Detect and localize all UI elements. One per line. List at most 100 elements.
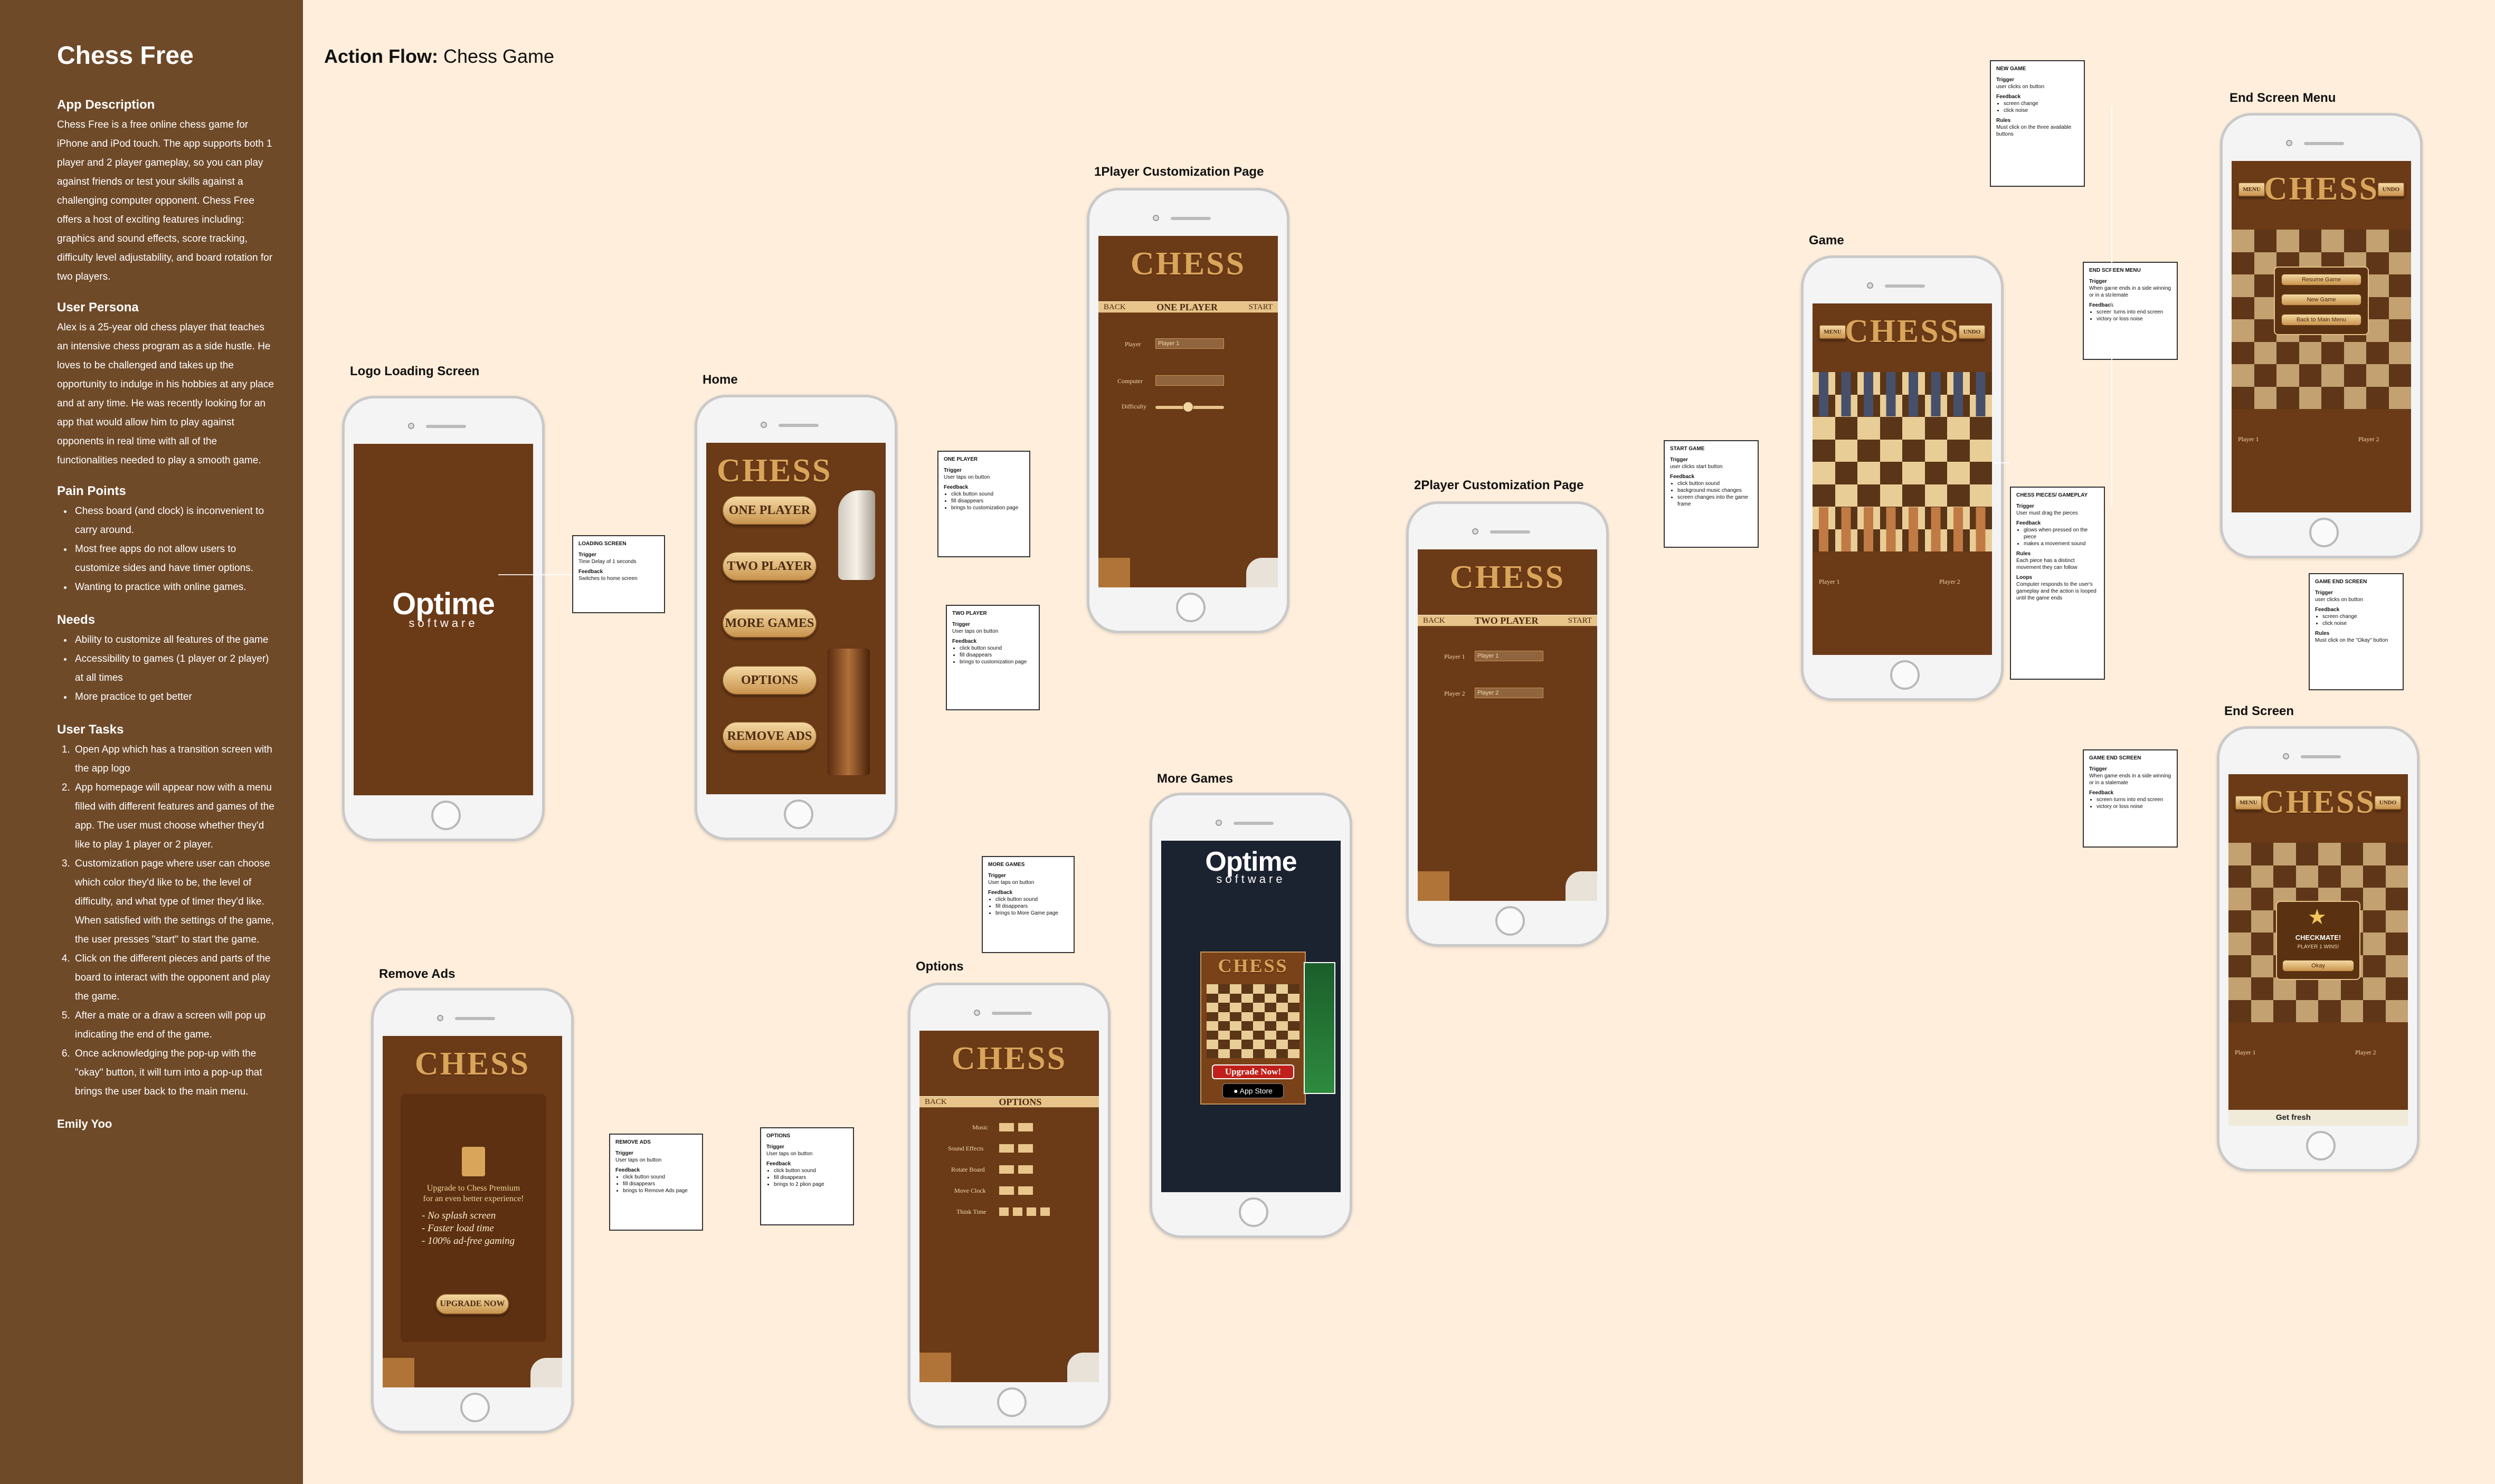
solitaire-card-icon — [1304, 962, 1335, 1094]
rook-piece-icon — [828, 649, 870, 775]
sound-on-toggle[interactable] — [999, 1144, 1014, 1153]
pawn-piece-icon — [383, 1358, 414, 1387]
start-button[interactable]: START — [1248, 302, 1273, 311]
player2-field[interactable]: Player 2 — [1475, 688, 1543, 698]
screen-label-logo: Logo Loading Screen — [350, 364, 480, 378]
connector-line — [498, 574, 572, 575]
computer-field[interactable] — [1155, 375, 1224, 386]
list-item: Once acknowledging the pop-up with the "… — [73, 1044, 277, 1101]
list-item: App homepage will appear now with a menu… — [73, 778, 277, 854]
white-pieces-row[interactable] — [1813, 507, 1992, 551]
screen-1player: CHESS BACK ONE PLAYER START Player Playe… — [1098, 236, 1278, 587]
note-game-end-okay: GAME END SCREEN Trigger user clicks on b… — [2309, 573, 2404, 690]
winner-text: PLAYER 1 WINS! — [2297, 944, 2339, 950]
phone-2player: CHESS BACK TWO PLAYER START Player 1 Pla… — [1406, 501, 1609, 947]
home-button[interactable] — [431, 801, 461, 830]
difficulty-label: Difficulty — [1122, 403, 1147, 410]
clock-on-toggle[interactable] — [999, 1186, 1014, 1195]
phone-logo-loading: Optime software — [342, 396, 545, 841]
music-on-toggle[interactable] — [999, 1122, 1014, 1132]
think-time-option[interactable] — [1040, 1207, 1050, 1216]
clock-off-toggle[interactable] — [1018, 1186, 1033, 1195]
premium-bullet: - No splash screen — [422, 1210, 496, 1221]
app-title: Chess Free — [57, 42, 194, 70]
phone-end-menu: CHESS MENU UNDO Resume Game New Game Bac… — [2220, 113, 2423, 558]
home-button[interactable] — [1239, 1197, 1268, 1227]
think-time-option[interactable] — [1026, 1207, 1037, 1216]
home-button[interactable] — [2309, 518, 2339, 547]
note-one-player: ONE PLAYER Trigger User taps on button F… — [937, 451, 1030, 557]
rotate-board-label: Rotate Board — [951, 1166, 985, 1173]
home-button[interactable] — [1176, 593, 1206, 622]
menu-button[interactable]: MENU — [1819, 325, 1846, 339]
player2-label: Player 2 — [1444, 690, 1465, 697]
computer-label: Computer — [1117, 377, 1143, 385]
back-main-menu-button[interactable]: Back to Main Menu — [2281, 314, 2361, 326]
back-button[interactable]: BACK — [1423, 616, 1445, 625]
phone-end-screen: CHESS MENU UNDO ★ CHECKMATE! PLAYER 1 WI… — [2217, 726, 2420, 1172]
note-remove-ads: REMOVE ADS Trigger User taps on button F… — [609, 1134, 703, 1231]
undo-button[interactable]: UNDO — [2374, 795, 2402, 810]
star-icon: ★ — [2308, 906, 2327, 929]
undo-button[interactable]: UNDO — [2377, 182, 2405, 197]
premium-bullet: - Faster load time — [422, 1223, 494, 1234]
screen-label-p1: 1Player Customization Page — [1094, 165, 1264, 179]
sidebar: Chess Free App Description Chess Free is… — [0, 0, 303, 1484]
home-button[interactable] — [784, 800, 813, 829]
author: Emily Yoo — [57, 1117, 112, 1130]
top-bar: BACK OPTIONS — [919, 1096, 1099, 1108]
sound-effects-label: Sound Effects — [948, 1145, 984, 1152]
rotate-on-toggle[interactable] — [999, 1165, 1014, 1174]
bar-title: OPTIONS — [999, 1096, 1042, 1107]
chess-premium-ad[interactable]: CHESS Upgrade Now! ● App Store — [1200, 952, 1306, 1105]
player-field[interactable]: Player 1 — [1155, 338, 1224, 349]
home-button[interactable] — [2306, 1131, 2336, 1160]
two-player-button[interactable]: TWO PLAYER — [722, 551, 817, 581]
connector-line — [1993, 462, 2010, 463]
ad-banner[interactable]: Get fresh — [2228, 1110, 2408, 1126]
app-store-badge[interactable]: ● App Store — [1222, 1083, 1284, 1098]
chess-logo: CHESS — [414, 1046, 530, 1082]
chess-board — [2232, 230, 2411, 409]
one-player-button[interactable]: ONE PLAYER — [722, 496, 817, 525]
phone-options: CHESS BACK OPTIONS Music Sound Effects R… — [908, 983, 1111, 1428]
player2-label: Player 2 — [2355, 1049, 2376, 1056]
upgrade-now-button[interactable]: Upgrade Now! — [1212, 1064, 1294, 1079]
bar-title: TWO PLAYER — [1474, 615, 1539, 626]
menu-button[interactable]: MENU — [2238, 182, 2265, 197]
options-button[interactable]: OPTIONS — [722, 665, 817, 695]
back-button[interactable]: BACK — [1104, 302, 1126, 311]
tasks-heading: User Tasks — [57, 722, 124, 737]
chess-logo: CHESS — [951, 1041, 1067, 1077]
sound-off-toggle[interactable] — [1018, 1144, 1033, 1153]
think-time-option[interactable] — [999, 1207, 1009, 1216]
more-games-button[interactable]: MORE GAMES — [722, 608, 817, 638]
undo-button[interactable]: UNDO — [1958, 325, 1986, 339]
list-item: Click on the different pieces and parts … — [73, 949, 277, 1006]
start-button[interactable]: START — [1568, 616, 1592, 625]
menu-button[interactable]: MENU — [2235, 795, 2262, 810]
home-button[interactable] — [1495, 906, 1525, 936]
resume-game-button[interactable]: Resume Game — [2281, 274, 2361, 286]
home-button[interactable] — [1890, 660, 1920, 690]
back-button[interactable]: BACK — [925, 1097, 947, 1106]
knight-piece-icon — [1246, 558, 1278, 587]
think-time-option[interactable] — [1012, 1207, 1023, 1216]
home-button[interactable] — [460, 1393, 490, 1422]
screen-label-options: Options — [916, 959, 964, 974]
remove-ads-button[interactable]: REMOVE ADS — [722, 721, 817, 751]
note-new-game: NEW GAME Trigger user clicks on button F… — [1990, 60, 2085, 187]
upgrade-now-button[interactable]: UPGRADE NOW — [435, 1293, 509, 1315]
new-game-button[interactable]: New Game — [2281, 294, 2361, 306]
okay-button[interactable]: Okay — [2282, 960, 2354, 972]
player1-field[interactable]: Player 1 — [1475, 651, 1543, 661]
player1-label: Player 1 — [1444, 653, 1465, 660]
screen-end: CHESS MENU UNDO ★ CHECKMATE! PLAYER 1 WI… — [2228, 774, 2408, 1126]
home-button[interactable] — [997, 1387, 1027, 1417]
screen-end-menu: CHESS MENU UNDO Resume Game New Game Bac… — [2232, 161, 2411, 512]
rotate-off-toggle[interactable] — [1018, 1165, 1033, 1174]
phone-1player: CHESS BACK ONE PLAYER START Player Playe… — [1087, 188, 1289, 633]
black-pieces-row[interactable] — [1813, 372, 1992, 416]
slider-handle[interactable] — [1183, 402, 1193, 412]
music-off-toggle[interactable] — [1018, 1122, 1033, 1132]
